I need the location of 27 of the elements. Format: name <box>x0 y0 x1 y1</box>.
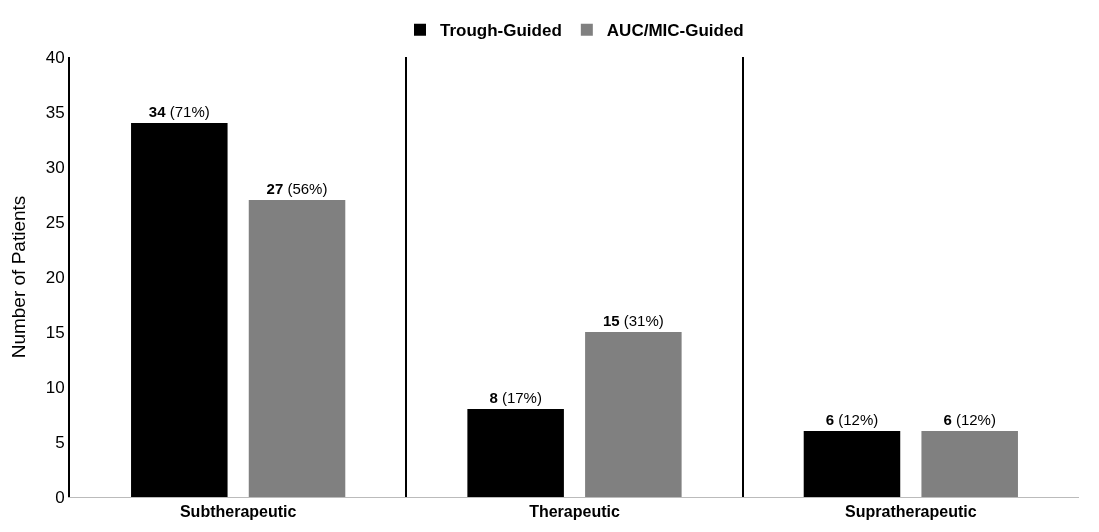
y-tick-label: 5 <box>55 432 65 452</box>
x-tick-label: Therapeutic <box>529 503 620 521</box>
y-tick-label: 25 <box>45 212 65 232</box>
data-label: 8 (17%) <box>489 389 542 406</box>
bar <box>921 431 1018 497</box>
bar <box>585 332 682 497</box>
y-tick-label: 20 <box>45 267 65 287</box>
data-label: 34 (71%) <box>148 103 210 120</box>
data-label: 15 (31%) <box>602 312 664 329</box>
x-tick-label: Subtherapeutic <box>179 503 297 521</box>
x-tick-label: Supratherapeutic <box>845 503 977 521</box>
legend-label: AUC/MIC-Guided <box>606 21 744 41</box>
y-tick-label: 40 <box>45 47 65 67</box>
data-label: 27 (56%) <box>266 180 328 197</box>
y-tick-label: 30 <box>45 157 65 177</box>
y-tick-label: 0 <box>55 487 65 507</box>
y-tick-label: 10 <box>45 377 65 397</box>
y-tick-label: 15 <box>45 322 65 342</box>
data-label: 6 (12%) <box>943 411 996 428</box>
data-label: 6 (12%) <box>825 411 879 428</box>
bar <box>467 409 564 497</box>
y-tick-label: 35 <box>45 102 65 122</box>
bar <box>248 200 346 497</box>
y-axis-title: Number of Patients <box>8 195 30 359</box>
legend-label: Trough-Guided <box>440 21 562 41</box>
bar <box>803 431 901 497</box>
bar <box>131 123 228 497</box>
